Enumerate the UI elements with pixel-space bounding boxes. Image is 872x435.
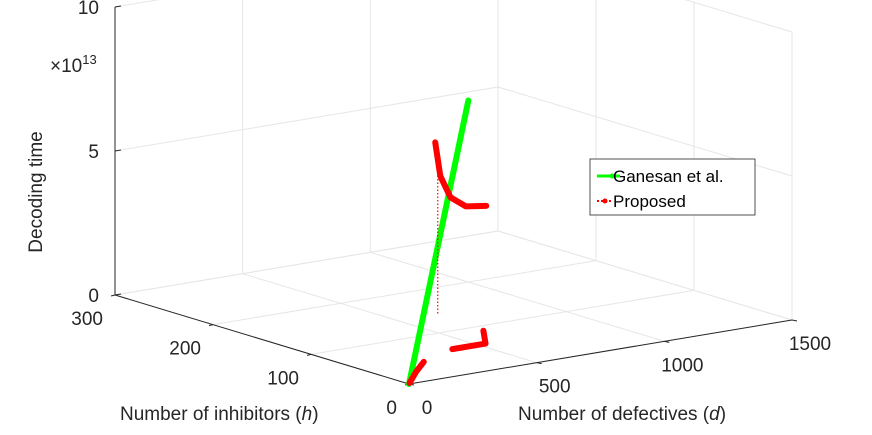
x-tick-label: 500: [539, 377, 571, 398]
y-tick-labels: 0 100 200 300: [71, 294, 410, 419]
grid-floor-x: [370, 251, 665, 342]
series-proposed-point: [432, 139, 438, 145]
y-axis-label: Number of inhibitors (h): [120, 404, 319, 425]
series-proposed-point: [421, 359, 427, 365]
z-exponent-prefix: ×10: [50, 56, 82, 77]
legend-label-proposed: Proposed: [613, 192, 686, 211]
z-tick-labels: 0 5 10: [78, 0, 122, 307]
series-ganesan-line: [406, 97, 472, 387]
grid-back-z: [114, 230, 499, 296]
series-layer: [406, 97, 490, 387]
x-axis-label-var: d: [709, 404, 721, 425]
x-tick-label: 0: [422, 398, 433, 419]
z-exponent: ×1013: [50, 52, 97, 77]
y-tick-mark: [110, 294, 116, 297]
series-proposed-point: [480, 328, 486, 334]
grid-floor-y: [212, 260, 597, 326]
series-proposed-segment: [449, 327, 489, 353]
z-exponent-power: 13: [82, 52, 96, 67]
grid-floor-y: [310, 289, 695, 355]
series-proposed-point: [449, 346, 455, 352]
grid-side-z: [497, 230, 793, 321]
grid-floor-x: [242, 273, 537, 364]
grid-back-z: [114, 0, 160, 8]
y-tick-label: 100: [267, 368, 299, 389]
legend-entry-proposed: Proposed: [597, 192, 686, 211]
y-tick-mark: [306, 353, 312, 356]
series-proposed-point: [483, 203, 489, 209]
legend-box: [589, 158, 756, 216]
x-axis-label-text: Number of defectives (: [518, 404, 710, 425]
grid-back-z: [114, 86, 499, 152]
z-tick-label: 5: [88, 142, 99, 163]
y-axis-line: [114, 294, 410, 385]
grid: [114, 0, 793, 385]
grid-side-z: [684, 0, 793, 33]
x-tick-mark: [664, 340, 670, 343]
y-axis-label-close: ): [312, 404, 318, 425]
series-proposed-point: [413, 369, 419, 375]
z-axis-label: Decoding time: [26, 131, 47, 252]
y-tick-mark: [208, 324, 214, 327]
x-tick-label: 1500: [789, 334, 831, 355]
z-tick-mark: [114, 5, 122, 8]
series-proposed-point: [463, 203, 469, 209]
y-tick-label: 200: [169, 339, 201, 360]
x-tick-mark: [536, 362, 542, 365]
x-axis-label-close: ): [720, 404, 726, 425]
legend-label-ganesan: Ganesan et al.: [613, 167, 724, 186]
series-proposed-point: [437, 173, 443, 179]
y-tick-label: 300: [71, 309, 103, 330]
x-axis-line: [408, 319, 793, 385]
series-proposed-point: [483, 341, 489, 347]
legend-marker-proposed: [602, 198, 608, 204]
z-tick-mark: [114, 149, 122, 152]
x-axis-label: Number of defectives (d): [518, 404, 726, 425]
legend-marker-ganesan: [609, 173, 615, 179]
series-proposed-point: [448, 194, 454, 200]
x-tick-mark: [791, 319, 798, 322]
x-tick-label: 1000: [661, 355, 703, 376]
y-axis-label-var: h: [302, 404, 313, 425]
z-tick-label: 0: [88, 286, 99, 307]
series-proposed-point: [407, 380, 413, 386]
z-tick-label: 10: [78, 0, 99, 19]
y-tick-label: 0: [386, 398, 397, 419]
y-axis-label-text: Number of inhibitors (: [120, 404, 302, 425]
series-proposed-segment: [432, 139, 490, 210]
z-tick-mark: [114, 293, 122, 296]
legend: Ganesan et al. Proposed: [589, 158, 756, 216]
legend-entry-ganesan: Ganesan et al.: [597, 167, 724, 186]
